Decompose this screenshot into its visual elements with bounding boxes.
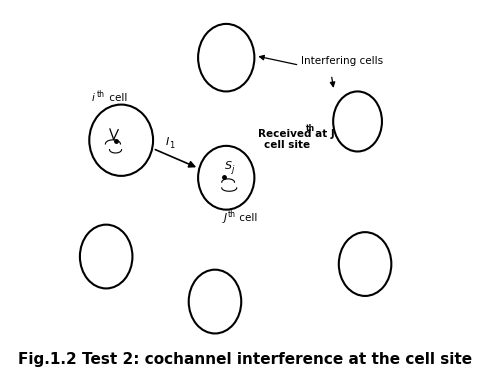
Text: cell: cell [106,93,127,104]
Text: J: J [223,214,226,223]
Text: Received at J: Received at J [258,129,335,139]
Text: S: S [225,161,232,171]
Text: Fig.1.2 Test 2: cochannel interference at the cell site: Fig.1.2 Test 2: cochannel interference a… [18,352,472,367]
Text: cell site: cell site [264,139,310,150]
Text: 1: 1 [170,141,175,150]
Text: Interfering cells: Interfering cells [301,56,383,66]
Text: i: i [92,93,95,104]
Text: th: th [306,124,315,133]
Text: I: I [166,137,169,147]
Text: cell: cell [236,214,257,223]
Text: j: j [231,164,234,174]
Text: th: th [227,210,235,218]
Text: th: th [97,90,105,99]
